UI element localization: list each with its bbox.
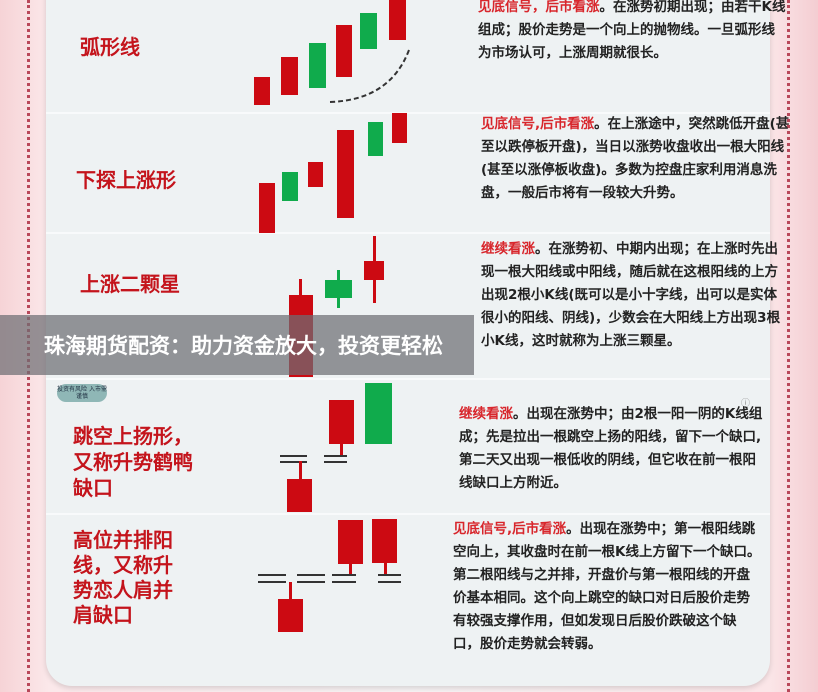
candle: [329, 400, 354, 444]
candle: [337, 130, 354, 218]
candle-wick: [289, 582, 292, 600]
pattern-description: 见底信号,后市看涨。在上涨途中，突然跳低开盘(甚至以跌停板开盘)，当日以涨势收盘…: [481, 113, 791, 205]
description-text: 。出现在涨势中；第一根阳线跳空向上，其收盘时在前一根K线上方留下一个缺口。第二根…: [453, 521, 761, 652]
candle: [368, 122, 383, 156]
banner-text: 珠海期货配资：助力资金放大，投资更轻松: [44, 334, 443, 358]
gap-line: [280, 455, 307, 457]
overlay-banner: 珠海期货配资：助力资金放大，投资更轻松: [0, 315, 474, 375]
candle-wick: [384, 562, 387, 574]
gap-line: [324, 461, 347, 463]
pattern-name: 弧形线: [80, 35, 140, 59]
row-divider: [46, 513, 770, 515]
signal: 见底信号,后市看涨: [453, 521, 567, 537]
candle: [364, 261, 384, 280]
gap-line: [378, 574, 401, 576]
right-dotted-border: [787, 0, 790, 692]
pattern-description: 继续看涨。出现在涨势中；由2根一阳一阴的K线组成；先是拉出一根跳空上扬的阳线，留…: [459, 403, 769, 495]
pattern-name: 下探上涨形: [76, 168, 176, 192]
gap-line: [297, 574, 325, 576]
arc-dashed-curve: [329, 49, 410, 103]
signal: 见底信号，后市看涨: [478, 0, 600, 15]
gap-line: [332, 581, 356, 583]
gap-line: [332, 574, 356, 576]
info-icon: ⓘ: [741, 399, 751, 409]
gap-line: [258, 574, 286, 576]
candle: [278, 599, 303, 632]
signal: 继续看涨: [459, 406, 513, 422]
pattern-name: 上涨二颗星: [80, 272, 180, 296]
candle: [338, 520, 363, 564]
description-text: 。出现在涨势中；由2根一阳一阴的K线组成；先是拉出一根跳空上扬的阳线，留下一个缺…: [459, 406, 763, 491]
candle: [259, 183, 275, 233]
description-text: 。在涨势初、中期内出现；在上涨时先出现一根大阳线或中阳线，随后就在这根阳线的上方…: [481, 241, 781, 349]
gap-line: [280, 461, 307, 463]
candle: [309, 43, 326, 88]
row-divider: [46, 378, 770, 380]
candle: [389, 0, 406, 40]
candle: [365, 383, 392, 444]
description-text: 。在上涨途中，突然跳低开盘(甚至以跌停板开盘)，当日以涨势收盘收出一根大阳线(甚…: [481, 116, 790, 201]
candle-wick: [349, 563, 352, 574]
candle: [282, 172, 298, 201]
candle: [336, 25, 352, 77]
gap-line: [324, 455, 347, 457]
candle-wick: [299, 279, 302, 299]
candle: [325, 280, 352, 298]
gap-line: [258, 581, 286, 583]
description-text: 。在涨势初期出现；由若干K线组成；股价走势是一个向上的抛物线。一旦弧形线为市场认…: [478, 0, 786, 61]
pattern-name: 高位并排阳线，又称升势恋人肩并肩缺口: [73, 528, 173, 627]
signal: 继续看涨: [481, 241, 535, 257]
pattern-description: 见底信号,后市看涨。出现在涨势中；第一根阳线跳空向上，其收盘时在前一根K线上方留…: [453, 518, 763, 656]
candle: [254, 77, 270, 105]
pattern-description: 继续看涨。在涨势初、中期内出现；在上涨时先出现一根大阳线或中阳线，随后就在这根阳…: [481, 238, 781, 353]
candle: [308, 162, 323, 187]
candle: [287, 479, 312, 512]
row-divider: [46, 112, 770, 114]
pattern-description: 见底信号，后市看涨。在涨势初期出现；由若干K线组成；股价走势是一个向上的抛物线。…: [478, 0, 788, 65]
candle-wick: [340, 443, 343, 455]
candle: [392, 113, 407, 143]
pattern-name: 跳空上扬形，又称升势鹤鸭缺口: [73, 424, 193, 500]
row-divider: [46, 232, 770, 234]
candle: [372, 519, 397, 563]
risk-warning-badge: 投资有风险 入市需谨慎: [57, 384, 107, 402]
signal: 见底信号,后市看涨: [481, 116, 595, 132]
gap-line: [297, 581, 325, 583]
candle-wick: [299, 461, 302, 481]
candle: [360, 13, 377, 49]
candle: [281, 57, 298, 95]
gap-line: [378, 581, 401, 583]
